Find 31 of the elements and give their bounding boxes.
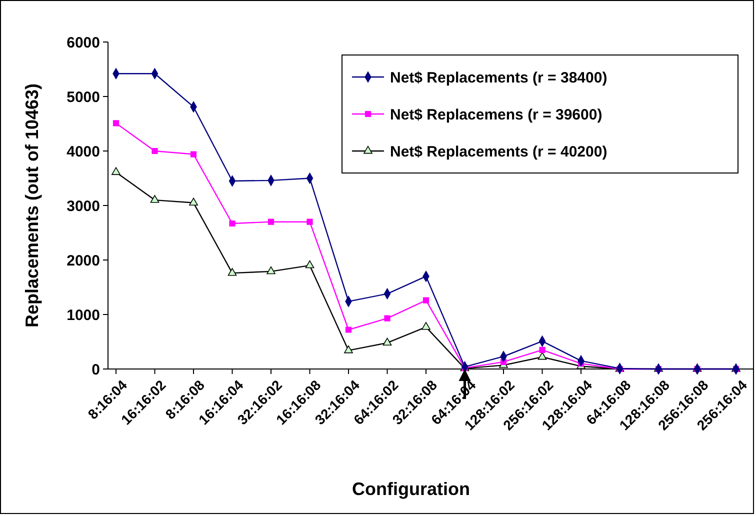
y-tick-label: 5000 bbox=[66, 88, 100, 106]
point bbox=[306, 218, 313, 225]
point bbox=[305, 260, 314, 268]
legend-label: Net$ Replacements (r = 40200) bbox=[390, 143, 608, 160]
legend-label: Net$ Replacemens (r = 39600) bbox=[390, 106, 602, 124]
point bbox=[539, 346, 546, 353]
point bbox=[228, 268, 237, 276]
y-tick-label: 4000 bbox=[66, 143, 100, 160]
y-tick-label: 2000 bbox=[66, 252, 100, 270]
x-axis-title: Configuration bbox=[352, 479, 470, 499]
point bbox=[422, 322, 430, 330]
point bbox=[189, 198, 198, 206]
point bbox=[190, 151, 197, 158]
point bbox=[112, 167, 120, 175]
y-axis-title: Replacements (out of 10463) bbox=[22, 83, 42, 328]
point bbox=[344, 345, 353, 354]
point bbox=[422, 297, 430, 304]
point bbox=[382, 338, 392, 346]
point bbox=[150, 195, 160, 203]
point bbox=[345, 326, 352, 333]
point bbox=[229, 220, 236, 227]
y-tick-label: 0 bbox=[92, 361, 100, 378]
y-tick-label: 6000 bbox=[66, 34, 100, 52]
point bbox=[268, 218, 274, 225]
point bbox=[384, 315, 390, 322]
point bbox=[112, 120, 120, 126]
legend-label: Net$ Replacements (r = 38400) bbox=[390, 69, 608, 86]
y-tick-label: 3000 bbox=[66, 198, 100, 215]
y-tick-label: 1000 bbox=[66, 306, 100, 324]
point bbox=[266, 266, 276, 274]
point bbox=[152, 148, 158, 154]
